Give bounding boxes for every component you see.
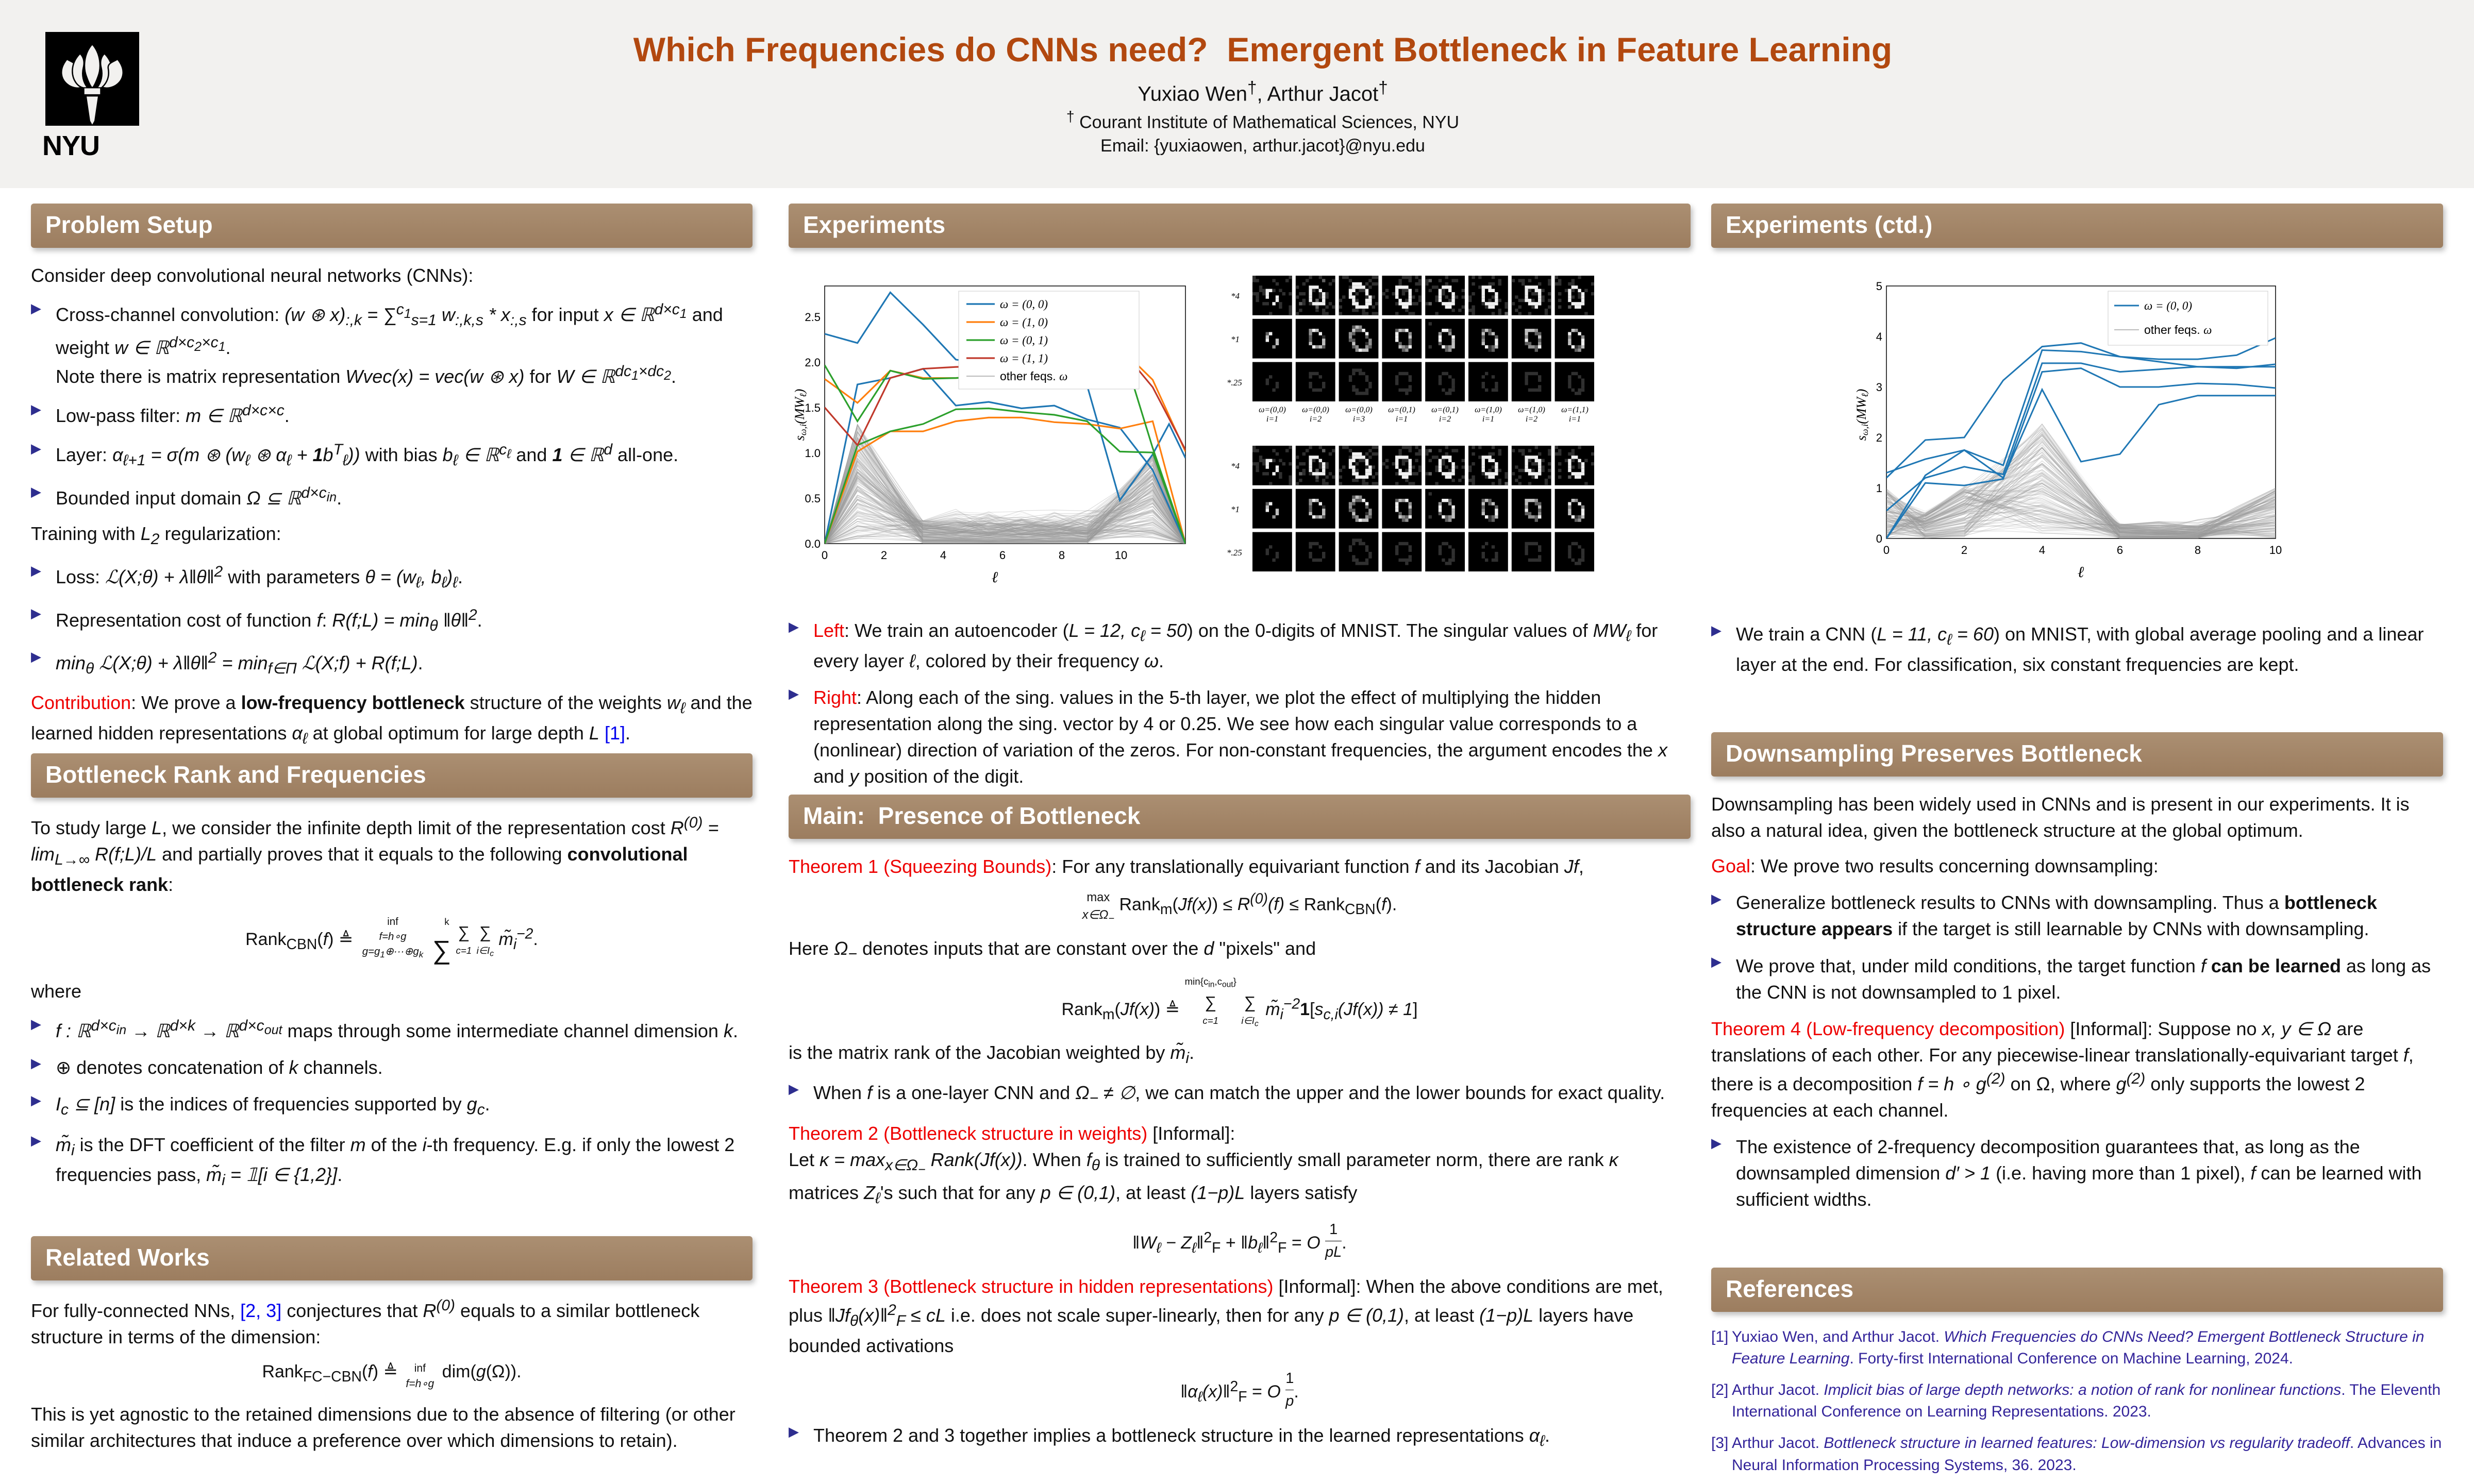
svg-text:4: 4 [2039,544,2045,556]
svg-text:8: 8 [1059,549,1065,562]
svg-text:3: 3 [1876,381,1882,394]
svg-text:0: 0 [1876,532,1882,545]
svg-text:4: 4 [940,549,946,562]
svg-text:ℓ: ℓ [992,569,998,586]
svg-text:8: 8 [2195,544,2201,556]
svg-text:other feqs. ω: other feqs. ω [2144,323,2212,336]
svg-text:5: 5 [1876,281,1882,293]
svg-text:1: 1 [1876,482,1882,495]
svg-text:2.0: 2.0 [805,356,821,369]
svg-text:ω = (1, 0): ω = (1, 0) [1000,316,1048,329]
svg-text:ω = (0, 0): ω = (0, 0) [2144,299,2192,312]
svg-text:ℓ: ℓ [2078,564,2084,581]
svg-text:sω,i(MWℓ): sω,i(MWℓ) [1854,389,1870,441]
svg-text:2: 2 [881,549,887,562]
svg-text:ω = (0, 0): ω = (0, 0) [1000,298,1048,311]
svg-text:6: 6 [2117,544,2123,556]
svg-text:0.0: 0.0 [805,537,821,550]
svg-text:2: 2 [1961,544,1967,556]
svg-text:1.0: 1.0 [805,447,821,460]
svg-text:10: 10 [2269,544,2282,556]
svg-text:ω = (0, 1): ω = (0, 1) [1000,334,1048,347]
svg-text:2.5: 2.5 [805,311,821,324]
svg-text:0: 0 [1883,544,1890,556]
svg-text:0.5: 0.5 [805,492,821,505]
svg-text:10: 10 [1115,549,1127,562]
svg-text:6: 6 [999,549,1006,562]
svg-text:other feqs. ω: other feqs. ω [1000,369,1067,383]
svg-text:sω,i(MWℓ): sω,i(MWℓ) [792,389,808,441]
svg-text:2: 2 [1876,431,1882,444]
svg-text:4: 4 [1876,330,1882,343]
svg-text:0: 0 [822,549,828,562]
svg-text:ω = (1, 1): ω = (1, 1) [1000,352,1048,365]
